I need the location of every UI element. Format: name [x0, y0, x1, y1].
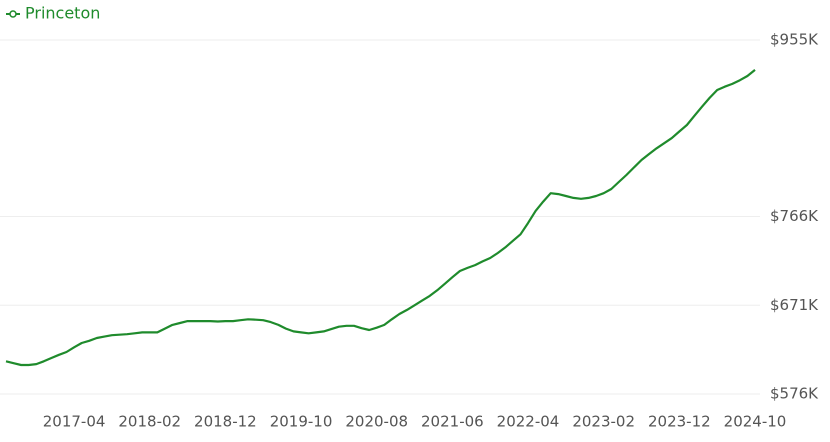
- x-tick-label: 2022-04: [497, 413, 560, 431]
- x-tick-label: 2020-08: [345, 413, 408, 431]
- y-tick-label: $766K: [770, 207, 819, 225]
- x-tick-label: 2018-02: [118, 413, 181, 431]
- x-tick-label: 2019-10: [270, 413, 333, 431]
- x-tick-label: 2023-12: [648, 413, 711, 431]
- x-tick-label: 2017-04: [43, 413, 106, 431]
- legend-label: Princeton: [25, 4, 100, 23]
- x-tick-label: 2018-12: [194, 413, 257, 431]
- x-tick-label: 2024-10: [724, 413, 787, 431]
- y-tick-label: $955K: [770, 31, 819, 49]
- y-tick-label: $576K: [770, 385, 819, 403]
- x-tick-label: 2023-02: [572, 413, 635, 431]
- y-tick-label: $671K: [770, 296, 819, 314]
- legend-icon: [9, 10, 17, 18]
- x-tick-label: 2021-06: [421, 413, 484, 431]
- series-line: [5, 69, 756, 367]
